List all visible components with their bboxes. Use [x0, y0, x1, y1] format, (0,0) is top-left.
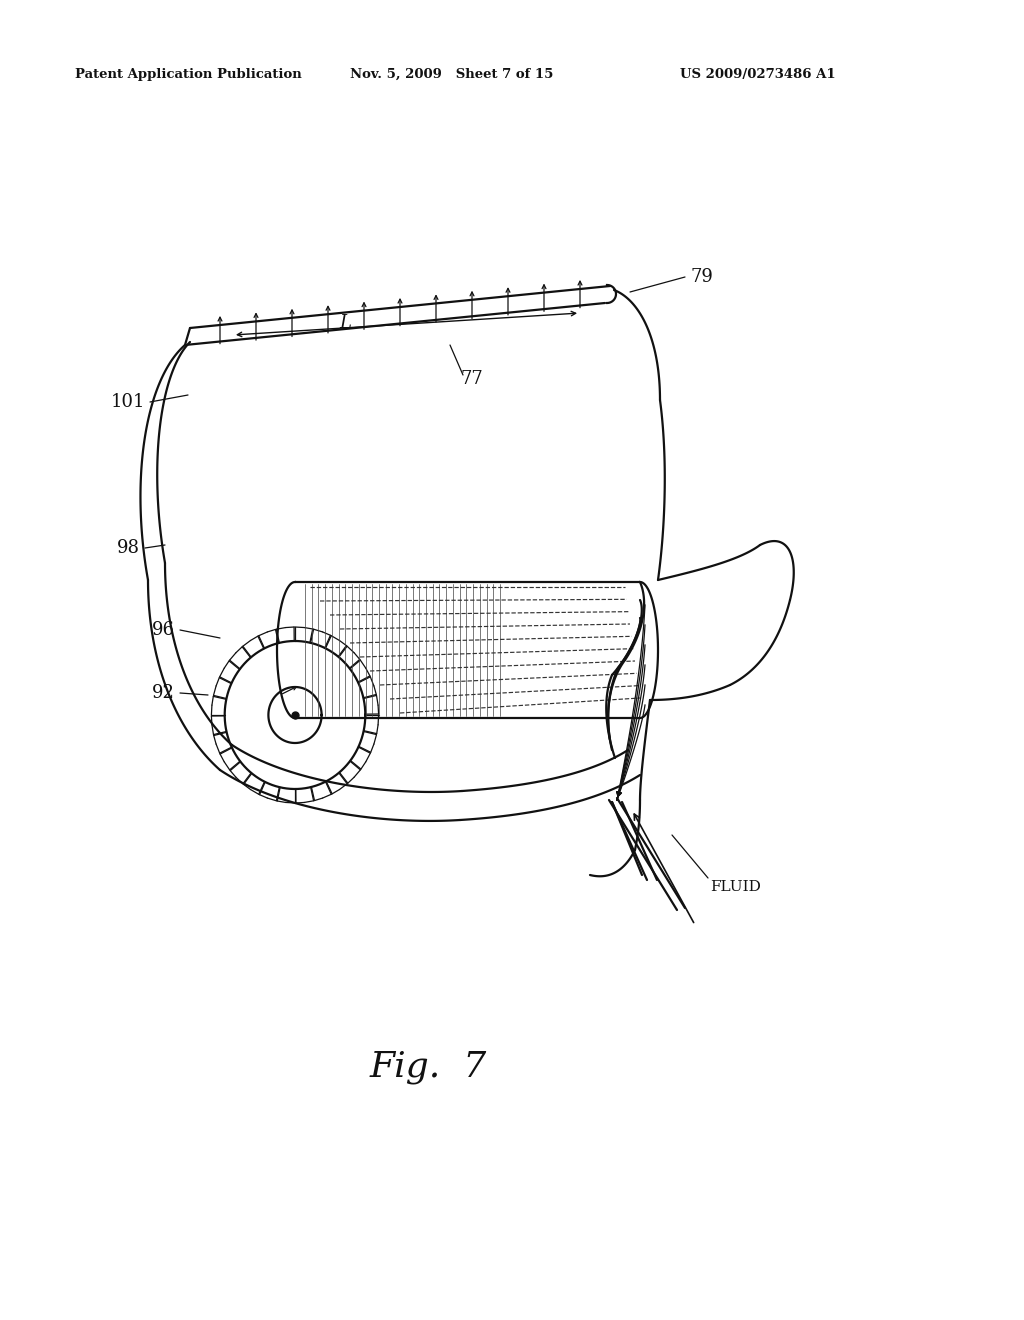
Text: 92: 92: [153, 684, 175, 702]
Text: Nov. 5, 2009   Sheet 7 of 15: Nov. 5, 2009 Sheet 7 of 15: [350, 69, 553, 81]
Text: FLUID: FLUID: [710, 880, 761, 894]
Text: 98: 98: [117, 539, 140, 557]
Text: 79: 79: [690, 268, 713, 286]
Text: Fig.  7: Fig. 7: [370, 1049, 487, 1084]
Text: Patent Application Publication: Patent Application Publication: [75, 69, 302, 81]
Text: 77: 77: [460, 370, 482, 388]
Text: L: L: [339, 314, 351, 333]
Text: US 2009/0273486 A1: US 2009/0273486 A1: [680, 69, 836, 81]
Text: 101: 101: [111, 393, 145, 411]
Text: 96: 96: [152, 620, 175, 639]
